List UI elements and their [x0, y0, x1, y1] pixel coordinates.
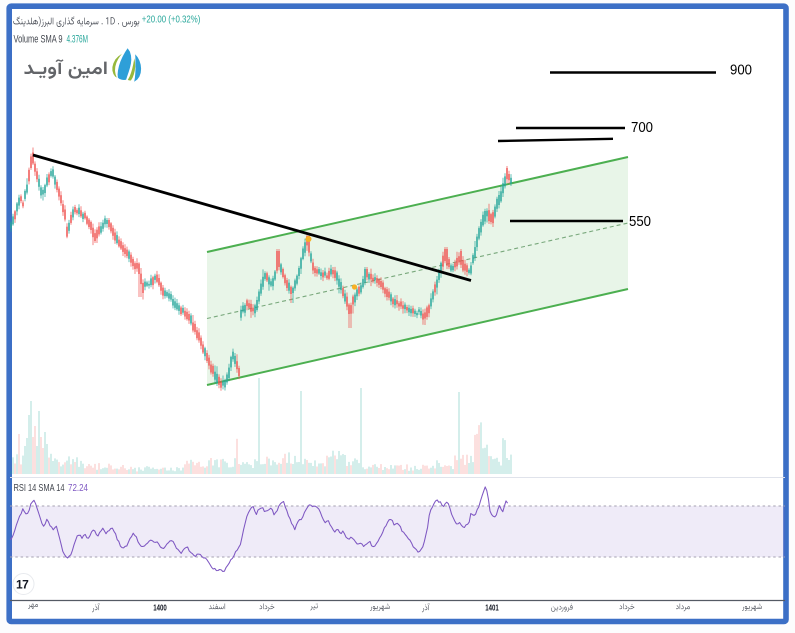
svg-text:17: 17 [16, 578, 29, 592]
svg-text:72.24: 72.24 [68, 483, 88, 494]
svg-text:1401: 1401 [485, 604, 499, 613]
svg-text:RSI 14 SMA 14: RSI 14 SMA 14 [14, 483, 65, 494]
svg-text:700: 700 [631, 120, 653, 136]
svg-text:550: 550 [629, 214, 651, 230]
svg-text:1400: 1400 [153, 604, 167, 613]
svg-text:900: 900 [730, 63, 752, 79]
svg-text:4.376M: 4.376M [67, 34, 89, 46]
svg-text:+20.00 (+0.32%): +20.00 (+0.32%) [142, 15, 201, 26]
svg-text:Volume SMA 9: Volume SMA 9 [14, 34, 63, 46]
